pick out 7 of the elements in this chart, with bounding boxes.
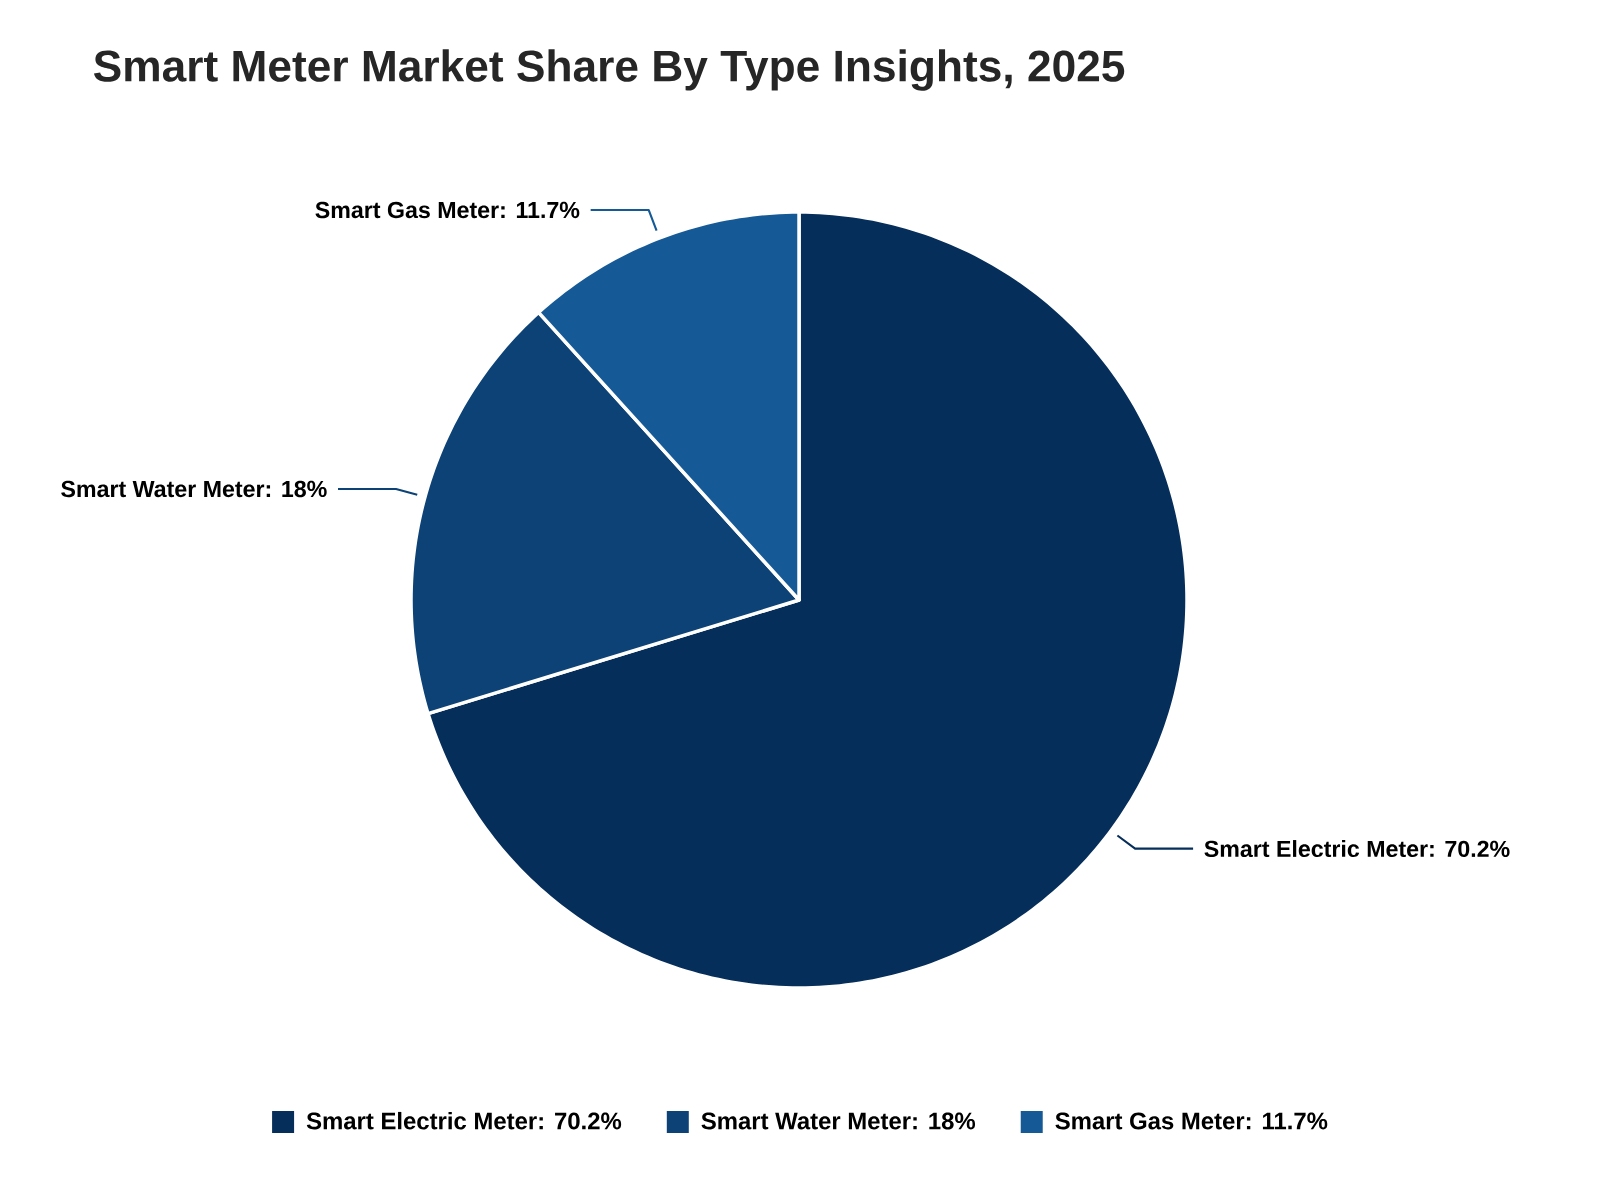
legend-label: Smart Water Meter: 18%	[701, 1112, 976, 1130]
legend-label: Smart Gas Meter: 11.7%	[1055, 1112, 1328, 1130]
slice-label: Smart Gas Meter: 11.7%	[315, 201, 580, 219]
slice-label: Smart Electric Meter: 70.2%	[1204, 840, 1510, 858]
chart-title: Smart Meter Market Share By Type Insights, 2025	[93, 49, 1125, 91]
legend-label: Smart Electric Meter: 70.2%	[306, 1111, 622, 1130]
slice-label: Smart Water Meter: 18%	[61, 480, 327, 498]
